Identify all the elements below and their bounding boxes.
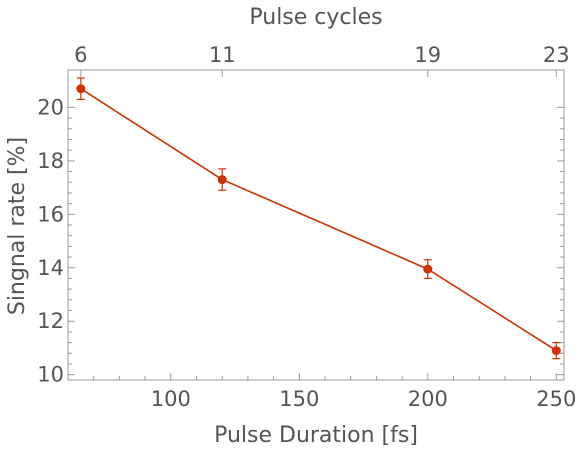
series-line (80, 88, 557, 352)
x-tick-label: 250 (536, 387, 576, 411)
series-group (76, 77, 561, 360)
y-tick-label: 20 (37, 95, 64, 119)
top-x-tick-label: 19 (414, 43, 441, 67)
data-point (423, 264, 433, 274)
y-tick-label: 16 (37, 202, 64, 226)
y-tick-label: 14 (37, 256, 64, 280)
x-axis: 100 150 200 250 (93, 373, 576, 411)
y-tick-label: 18 (37, 149, 64, 173)
y-tick-label: 10 (37, 363, 64, 387)
x-tick-label: 100 (151, 387, 191, 411)
top-x-axis-title: Pulse cycles (249, 5, 382, 30)
data-point (76, 84, 86, 94)
y-axis-title: Singnal rate [%] (5, 137, 30, 315)
plot-frame (67, 69, 565, 381)
data-point (551, 346, 561, 356)
top-x-tick-label: 6 (74, 43, 87, 67)
x-tick-label: 150 (279, 387, 319, 411)
top-x-tick-label: 11 (209, 43, 236, 67)
x-tick-label: 200 (408, 387, 448, 411)
x-axis-title: Pulse Duration [fs] (214, 423, 418, 448)
top-x-axis: 6 11 19 23 (74, 43, 570, 77)
y-tick-label: 12 (37, 309, 64, 333)
y-axis: 10 12 14 16 18 20 (37, 95, 564, 387)
top-x-tick-label: 23 (543, 43, 570, 67)
data-point (217, 175, 227, 185)
